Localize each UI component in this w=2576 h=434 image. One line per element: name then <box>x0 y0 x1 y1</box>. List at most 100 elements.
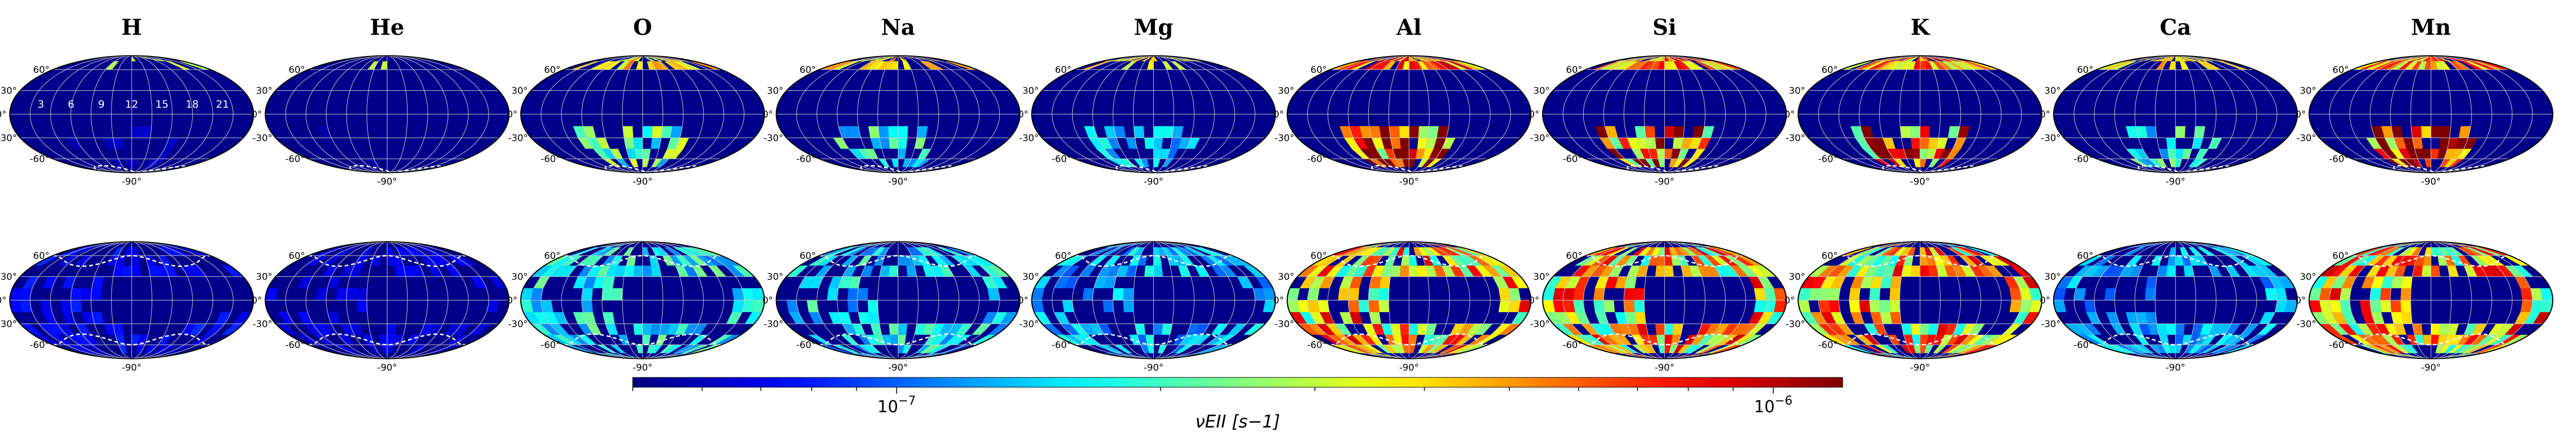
heatmap-cell <box>2398 247 2414 256</box>
heatmap-cell <box>2390 148 2405 159</box>
heatmap-cell <box>521 288 534 300</box>
heatmap-cell <box>1605 276 1619 288</box>
heatmap-cell <box>596 247 617 256</box>
heatmap-cell <box>1133 126 1145 138</box>
heatmap-cell <box>1179 334 1195 345</box>
heatmap-cell <box>1263 300 1276 312</box>
heatmap-cell <box>2390 256 2405 266</box>
heatmap-cell <box>2123 345 2146 354</box>
heatmap-cell <box>2530 300 2543 312</box>
heatmap-cell <box>2309 288 2322 300</box>
heatmap-cell <box>732 288 744 300</box>
heatmap-cell <box>859 55 898 61</box>
heatmap-cell <box>387 241 439 247</box>
heatmap-cell <box>2480 265 2496 277</box>
heatmap-cell <box>1381 265 1393 277</box>
heatmap-cell <box>1624 312 1637 324</box>
heatmap-cell <box>2385 247 2405 256</box>
heatmap-cell <box>1924 345 1933 354</box>
heatmap-cell <box>2394 138 2407 149</box>
heatmap-cell <box>1748 276 1764 288</box>
map-na-row1: 60°30°0°-30°-60°-90° <box>762 55 1021 188</box>
heatmap-cell <box>2497 334 2521 345</box>
lat-tick-label: 30° <box>1022 272 1039 283</box>
heatmap-cell <box>1409 55 1444 61</box>
lat-tick-label: -30° <box>2296 133 2316 144</box>
heatmap-cell <box>647 345 656 354</box>
heatmap-cell <box>879 138 890 149</box>
heatmap-cell <box>303 324 322 335</box>
heatmap-cell <box>832 61 860 70</box>
heatmap-cell <box>2166 265 2176 277</box>
heatmap-cell <box>577 334 597 345</box>
heatmap-cell <box>1123 300 1134 312</box>
heatmap-cell <box>2418 61 2427 70</box>
heatmap-cell <box>1689 138 1702 149</box>
heatmap-cell <box>643 247 650 256</box>
heatmap-cell <box>1194 324 1209 335</box>
heatmap-cell <box>2142 159 2159 168</box>
heatmap-cell <box>841 334 859 345</box>
lon-tick-label: -90° <box>2421 177 2441 188</box>
lon-tick-label: -90° <box>1399 177 1419 188</box>
lon-tick-label: -90° <box>377 177 397 188</box>
heatmap-cell <box>1828 288 1840 300</box>
map-o-row2: 60°30°0°-30°-60°-90° <box>507 241 765 374</box>
heatmap-cell <box>651 324 662 335</box>
heatmap-cell <box>2183 265 2194 277</box>
heatmap-cell <box>1343 334 1363 345</box>
heatmap-cell <box>1710 256 1730 266</box>
heatmap-cell <box>1358 300 1369 312</box>
lat-tick-label: 0° <box>251 295 262 306</box>
heatmap-cell <box>1319 256 1344 266</box>
heatmap-cell <box>2201 345 2222 354</box>
heatmap-cell <box>1986 334 2010 345</box>
heatmap-cell <box>603 61 621 70</box>
heatmap-cell <box>181 265 197 277</box>
heatmap-cell <box>1359 126 1372 138</box>
heatmap-cell <box>1627 324 1640 335</box>
heatmap-cell <box>1694 345 1718 354</box>
heatmap-cell <box>2175 334 2184 345</box>
heatmap-cell <box>1114 126 1126 138</box>
heatmap-cell <box>132 241 183 247</box>
heatmap-cell <box>1417 345 1429 354</box>
heatmap-cell <box>1144 138 1154 149</box>
heatmap-cell <box>80 241 132 247</box>
heatmap-cell <box>2391 312 2404 324</box>
heatmap-cell <box>1669 247 1678 256</box>
heatmap-cell <box>1615 312 1628 324</box>
heatmap-cell <box>1127 247 1141 256</box>
heatmap-cell <box>1798 288 1811 300</box>
lat-tick-label: -30° <box>764 319 783 330</box>
heatmap-cell <box>625 55 643 61</box>
heatmap-cell <box>1316 324 1336 335</box>
heatmap-cell <box>148 265 160 277</box>
heatmap-cell <box>2469 61 2497 70</box>
heatmap-cell <box>1442 256 1459 266</box>
heatmap-cell <box>2092 265 2110 277</box>
heatmap-cell <box>1692 126 1704 138</box>
heatmap-cell <box>600 241 643 247</box>
heatmap-cell <box>1967 247 1999 256</box>
heatmap-cell <box>1389 126 1400 138</box>
heatmap-cell <box>924 61 944 70</box>
heatmap-cell <box>1435 334 1450 345</box>
heatmap-cell <box>858 61 877 70</box>
heatmap-cell <box>919 345 938 354</box>
lat-tick-label: 60° <box>1566 251 1583 262</box>
heatmap-cell <box>141 126 152 138</box>
heatmap-cell <box>842 265 857 277</box>
heatmap-cell <box>2214 345 2241 354</box>
lat-tick-label: -30° <box>508 133 528 144</box>
heatmap-cell <box>819 247 851 256</box>
heatmap-cell <box>417 247 440 256</box>
heatmap-cell <box>878 247 889 256</box>
heatmap-cell <box>1619 247 1639 256</box>
heatmap-cell <box>2225 265 2241 277</box>
heatmap-cell <box>1645 61 1656 70</box>
heatmap-cell <box>1430 345 1449 354</box>
heatmap-cell <box>2431 61 2438 70</box>
heatmap-cell <box>564 345 596 354</box>
heatmap-cell <box>1353 265 1368 277</box>
